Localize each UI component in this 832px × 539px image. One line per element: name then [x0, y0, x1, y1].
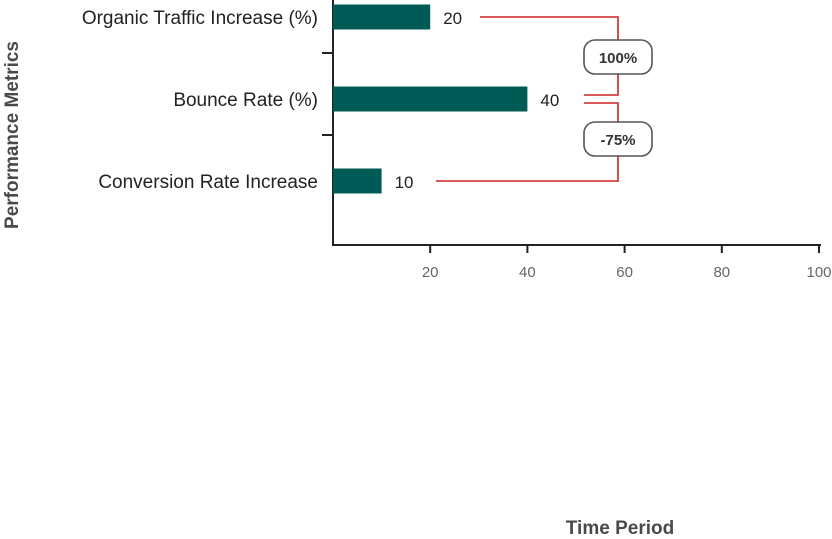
change-badge-label: -75% [600, 132, 635, 149]
x-tick-label: 80 [713, 264, 730, 281]
x-axis-title: Time Period [566, 518, 674, 539]
category-label: Conversion Rate Increase [98, 172, 318, 193]
change-badge-label: 100% [599, 50, 637, 67]
bar [333, 4, 431, 30]
bar [333, 168, 382, 194]
bar-value-label: 40 [540, 91, 559, 110]
bar [333, 86, 528, 112]
bar-value-label: 10 [395, 173, 414, 192]
change-badge [583, 39, 653, 75]
x-tick-label: 40 [519, 264, 536, 281]
x-tick-label: 20 [422, 264, 439, 281]
x-tick-label: 100 [806, 264, 831, 281]
y-axis-title: Performance Metrics [2, 41, 23, 229]
category-label: Organic Traffic Increase (%) [82, 8, 318, 29]
x-tick-label: 60 [616, 264, 633, 281]
bar-value-label: 20 [443, 9, 462, 28]
change-badge [583, 121, 653, 157]
category-label: Bounce Rate (%) [173, 90, 318, 111]
